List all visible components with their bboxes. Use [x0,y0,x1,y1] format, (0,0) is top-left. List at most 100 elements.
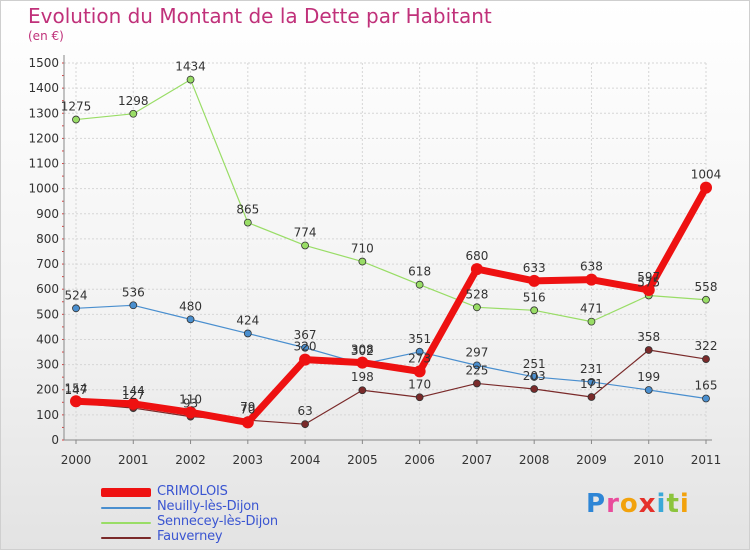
chart-title: Evolution du Montant de la Dette par Hab… [28,4,492,28]
y-tick-label: 900 [36,207,59,221]
data-label: 367 [294,328,317,342]
x-tick-label: 2010 [633,453,664,467]
data-label: 308 [351,343,374,357]
y-tick-label: 300 [36,358,59,372]
data-label: 93 [183,397,198,411]
data-label: 774 [294,225,317,239]
data-point [587,378,596,386]
data-point [129,301,138,310]
series-line [75,349,707,425]
legend-label-sennecey: Sennecey-lès-Dijon [157,514,278,529]
data-label: 225 [465,363,488,377]
data-point [186,75,195,84]
logo-letter: r [606,489,620,519]
data-point [413,365,426,378]
x-tick-label: 2006 [404,453,435,467]
logo-letter: P [586,489,607,519]
data-label: 203 [523,369,546,383]
data-label: 154 [65,381,88,395]
data-label: 1434 [175,60,206,74]
legend-swatch-fauverney [101,537,151,539]
data-point [241,416,254,429]
y-tick-label: 1300 [28,106,59,120]
data-label: 170 [408,377,431,391]
y-tick-label: 100 [36,408,59,422]
data-point [129,109,138,118]
data-label: 199 [637,370,660,384]
y-tick-label: 800 [36,232,59,246]
data-point [127,397,140,410]
data-label: 536 [122,285,145,299]
legend-label-crimolois: CRIMOLOIS [157,484,228,499]
logo-letter: x [638,489,657,519]
data-label: 322 [695,339,718,353]
data-label: 110 [179,392,202,406]
data-point [473,303,481,312]
data-label: 638 [580,260,603,274]
grid [64,62,707,441]
data-label: 297 [465,345,488,359]
logo-letter: i [656,489,667,519]
y-tick-label: 1500 [28,56,59,70]
legend-swatch-crimolois [101,488,151,497]
logo-letter: o [619,489,639,519]
data-label: 144 [122,384,145,398]
data-point [702,394,710,403]
data-label: 358 [637,330,660,344]
data-label: 351 [408,332,431,346]
legend-swatch-sennecey [101,522,151,524]
data-label: 231 [580,362,603,376]
data-point [356,356,369,369]
series-line [72,184,710,426]
x-tick-label: 2011 [691,453,722,467]
data-point [358,386,367,395]
data-label: 70 [240,402,255,416]
logo-letter: t [666,489,680,519]
data-label: 63 [297,404,312,418]
data-point [473,361,481,370]
y-tick-label: 1200 [28,131,59,145]
data-point [299,353,312,366]
data-point [528,274,541,287]
data-point [358,257,367,266]
series-group [70,75,712,429]
data-label: 251 [523,357,546,371]
x-tick-label: 2003 [233,453,264,467]
data-point [184,406,197,419]
data-label: 1298 [118,94,149,108]
series-line [75,304,707,400]
data-point [301,420,309,429]
x-axis: 2000 2001 2002 2003 2004 2005 2006 2007 2008 2009… [61,439,722,467]
data-point [415,280,424,289]
y-tick-label: 500 [36,307,59,321]
data-point [243,329,252,338]
data-label: 302 [351,344,374,358]
x-tick-label: 2004 [290,453,321,467]
data-point [644,386,653,394]
data-point [473,379,481,388]
data-label: 79 [240,400,255,414]
chart-subtitle: (en €) [28,29,64,43]
data-point [644,346,653,354]
data-point [530,373,539,381]
data-label: 127 [122,388,145,402]
data-label: 618 [408,265,431,279]
y-tick-label: 1400 [28,81,59,95]
y-tick-label: 1000 [28,182,59,196]
data-point [702,355,710,363]
data-point [585,273,598,286]
x-tick-label: 2008 [519,453,550,467]
data-point [72,115,80,124]
data-label: 147 [65,383,88,397]
logo-letter: i [679,489,690,519]
data-label: 597 [637,270,660,284]
data-label: 480 [179,299,202,313]
data-label: 633 [523,261,546,275]
data-point [702,295,710,304]
data-label: 524 [65,288,88,302]
data-label: 273 [408,351,431,365]
data-point [642,283,655,296]
data-point [470,263,483,276]
data-point [415,347,424,356]
